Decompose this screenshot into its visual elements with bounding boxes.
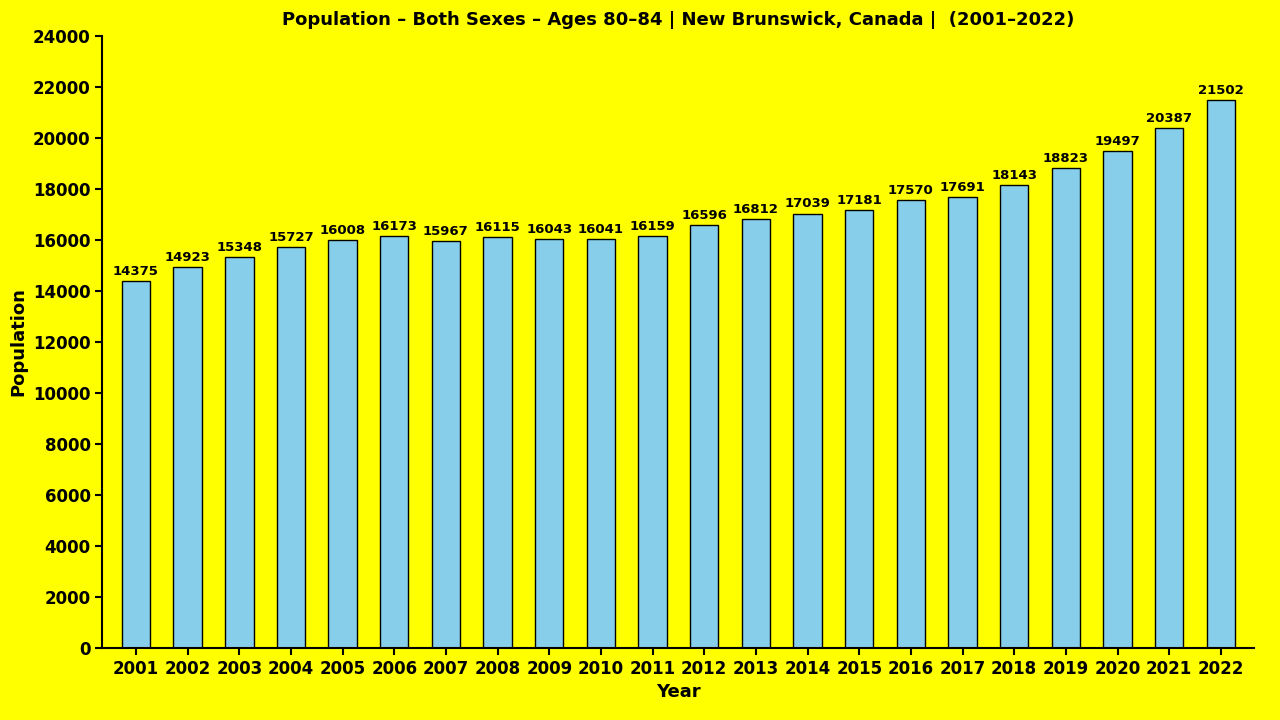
Bar	[535, 239, 563, 648]
Bar	[639, 236, 667, 648]
Bar	[845, 210, 873, 648]
Text: 21502: 21502	[1198, 84, 1244, 96]
Text: 14923: 14923	[165, 251, 211, 264]
Bar	[276, 247, 305, 648]
Text: 18143: 18143	[991, 169, 1037, 182]
Text: 16173: 16173	[371, 220, 417, 233]
Text: 17181: 17181	[836, 194, 882, 207]
Bar	[794, 214, 822, 648]
Text: 15727: 15727	[268, 231, 314, 244]
Text: 19497: 19497	[1094, 135, 1140, 148]
Text: 16043: 16043	[526, 223, 572, 236]
Bar	[1155, 128, 1184, 648]
Title: Population – Both Sexes – Ages 80–84 | New Brunswick, Canada |  (2001–2022): Population – Both Sexes – Ages 80–84 | N…	[282, 11, 1075, 29]
Bar	[173, 267, 202, 648]
Bar	[1052, 168, 1080, 648]
Text: 20387: 20387	[1146, 112, 1192, 125]
Bar	[1000, 185, 1028, 648]
Bar	[380, 235, 408, 648]
Text: 16008: 16008	[320, 224, 366, 237]
Text: 17570: 17570	[888, 184, 933, 197]
Bar	[484, 237, 512, 648]
Text: 18823: 18823	[1043, 152, 1089, 165]
Bar	[690, 225, 718, 648]
Bar	[586, 239, 616, 648]
Text: 16812: 16812	[733, 203, 778, 216]
Bar	[897, 200, 925, 648]
Bar	[1103, 150, 1132, 648]
Text: 15348: 15348	[216, 240, 262, 253]
Text: 16159: 16159	[630, 220, 676, 233]
Text: 17691: 17691	[940, 181, 986, 194]
Bar	[1207, 99, 1235, 648]
Y-axis label: Population: Population	[9, 287, 27, 397]
Bar	[948, 197, 977, 648]
Bar	[122, 282, 150, 648]
Bar	[225, 256, 253, 648]
Text: 16115: 16115	[475, 221, 521, 234]
Text: 15967: 15967	[424, 225, 468, 238]
Text: 17039: 17039	[785, 197, 831, 210]
Bar	[741, 220, 771, 648]
X-axis label: Year: Year	[657, 683, 700, 701]
Bar	[431, 241, 460, 648]
Bar	[329, 240, 357, 648]
Text: 14375: 14375	[113, 266, 159, 279]
Text: 16041: 16041	[577, 223, 623, 236]
Text: 16596: 16596	[681, 209, 727, 222]
